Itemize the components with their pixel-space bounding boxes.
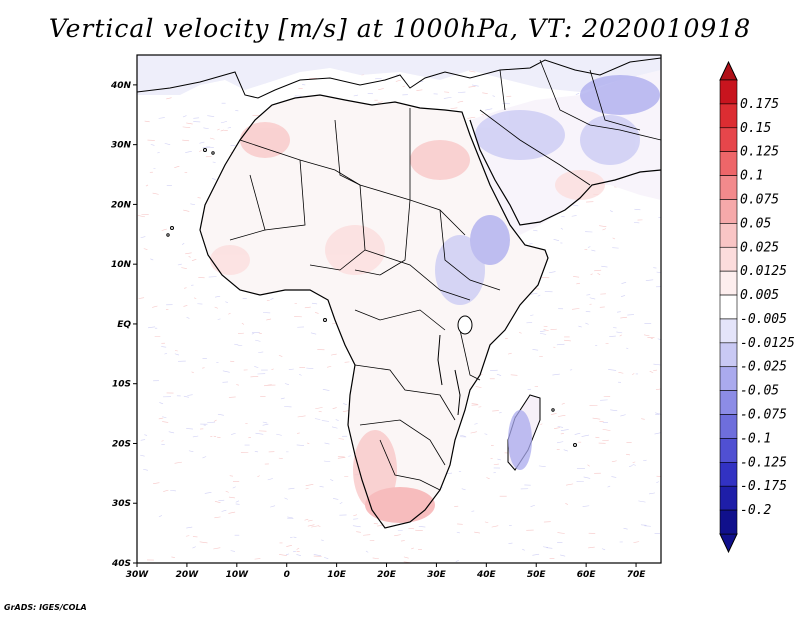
colorbar-segment: [719, 223, 738, 248]
colorbar-label: 0.05: [740, 216, 771, 231]
plot-frame: [136, 54, 662, 564]
colorbar-segment: [719, 270, 738, 296]
colorbar-segment: [719, 175, 738, 200]
colorbar-label: -0.025: [740, 360, 787, 375]
lat-tick-label: EQ: [117, 320, 131, 330]
colorbar-label: 0.1: [740, 169, 763, 184]
lat-tick-label: 20S: [112, 439, 131, 449]
longitude-axis: 30W 20W 10W 0 10E 20E 30E 40E 50E 60E 70E: [126, 563, 646, 580]
colorbar-label: 0.025: [740, 240, 779, 255]
lon-tick-label: 40E: [476, 570, 497, 580]
colorbar-segment: [719, 509, 738, 535]
colorbar-label: -0.175: [740, 479, 787, 494]
colorbar-segment: [719, 485, 738, 511]
lat-tick-label: 10S: [112, 380, 131, 390]
colorbar-label: -0.2: [740, 503, 771, 518]
colorbar-label: 0.175: [740, 97, 779, 112]
lat-tick-label: 20N: [111, 200, 132, 210]
lon-tick-label: 50E: [527, 570, 547, 580]
lat-tick-label: 30N: [111, 141, 132, 151]
colorbar-label: 0.125: [740, 145, 779, 160]
colorbar-label: -0.1: [740, 431, 771, 446]
colorbar-segment: [719, 127, 738, 152]
lon-tick-label: 20E: [377, 570, 397, 580]
lon-tick-label: 30W: [126, 570, 150, 580]
colorbar-segment: [719, 390, 738, 415]
colorbar-segment: [719, 294, 738, 320]
colorbar-segment: [719, 318, 738, 344]
lon-tick-label: 20W: [176, 570, 200, 580]
colorbar-segment: [719, 103, 738, 129]
colorbar-segment: [719, 414, 738, 439]
colorbar-segment: [719, 366, 738, 391]
latitude-axis: 40N 30N 20N 10N EQ 10S 20S 30S 40S: [110, 81, 137, 569]
page-title: Vertical velocity [m/s] at 1000hPa, VT: …: [48, 14, 752, 43]
country-borders: [229, 59, 661, 491]
colorbar-segment: [719, 79, 738, 105]
colorbar-segment: [719, 342, 738, 368]
lon-tick-label: 70E: [627, 570, 647, 580]
colorbar-label: 0.15: [740, 121, 771, 136]
colorbar-segment: [719, 438, 738, 463]
colorbar-label: 0.075: [740, 192, 779, 207]
lon-tick-label: 10W: [226, 570, 250, 580]
colorbar-segment: [719, 199, 738, 224]
colorbar-label: 0.005: [740, 288, 779, 303]
europe-landmass: [137, 55, 661, 95]
colorbar-segment: [719, 462, 738, 487]
lat-tick-label: 30S: [112, 499, 131, 509]
lakes: [437, 315, 473, 416]
europe-coastline: [137, 57, 661, 99]
colorbar-label: -0.075: [740, 408, 787, 423]
arabia-coastline: [469, 119, 661, 226]
lon-tick-label: 60E: [577, 570, 597, 580]
grads-credit: GrADS: IGES/COLA: [4, 603, 87, 612]
colorbar-label: -0.05: [740, 384, 779, 399]
lat-tick-label: 10N: [111, 260, 132, 270]
colorbar: 0.175 0.15 0.125 0.1 0.075 0.05 0.025 0.0125 0.0…: [719, 60, 795, 554]
colorbar-top-arrow: [719, 60, 738, 81]
africa-coastline: [199, 94, 549, 529]
colorbar-label: -0.0125: [740, 336, 795, 351]
colorbar-label: 0.0125: [740, 264, 787, 279]
lat-tick-label: 40N: [110, 81, 132, 91]
shading-regions: [210, 75, 660, 523]
lon-tick-label: 30E: [427, 570, 447, 580]
islands: [166, 148, 577, 447]
lat-tick-label: 40S: [111, 559, 131, 569]
colorbar-label: -0.125: [740, 455, 787, 470]
colorbar-bottom-arrow: [719, 533, 738, 554]
lon-tick-label: 0: [284, 570, 290, 580]
africa-landmass: [200, 95, 548, 528]
lon-tick-label: 10E: [327, 570, 347, 580]
colorbar-segment: [719, 151, 738, 176]
colorbar-label: -0.005: [740, 312, 787, 327]
colorbar-segment: [719, 246, 738, 272]
